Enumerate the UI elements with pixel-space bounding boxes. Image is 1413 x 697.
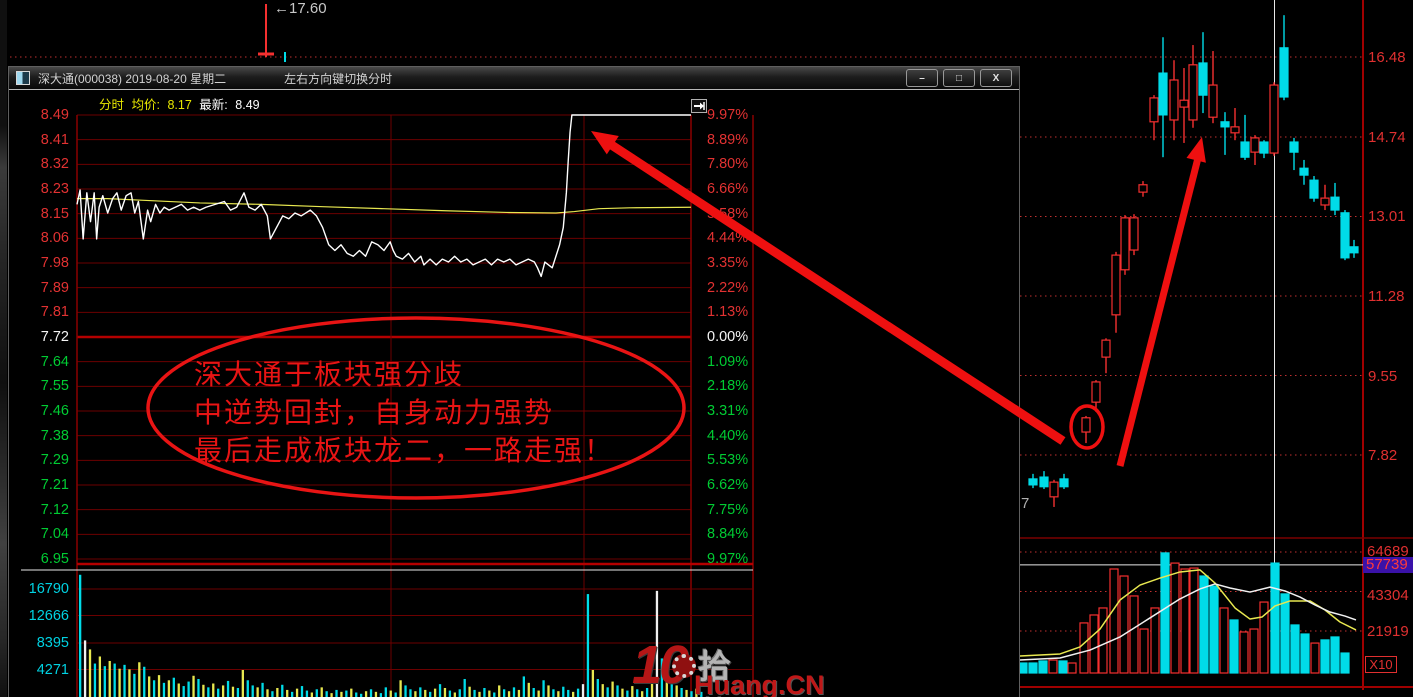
intraday-percent-axis-label: 8.89% (707, 131, 749, 148)
intraday-price-axis-label: 7.38 (40, 427, 69, 444)
intraday-price-axis-label: 7.98 (40, 255, 69, 271)
left-arrow-icon: ← (274, 0, 289, 17)
popup-titlebar[interactable]: 深大通(000038) 2019-08-20 星期二 左右方向键切换分时 – □… (9, 67, 1019, 89)
last-price-value: 8.49 (235, 98, 260, 112)
daily-volume-label-4: 21919 (1367, 623, 1409, 640)
daily-price-axis-label: 14.74 (1368, 128, 1406, 146)
intraday-percent-axis-label: 5.58% (707, 205, 749, 222)
intraday-chart-area[interactable]: 分时 均价: 8.17 最新: 8.49 8.49 8.41 8.32 8.23 8.1… (9, 89, 1019, 697)
intraday-volume-axis-label: 16790 (28, 581, 69, 597)
intraday-price-axis-label: 7.72 (40, 329, 69, 345)
intraday-percent-axis-label: 6.62% (707, 477, 749, 493)
avg-price-label: 均价: (131, 98, 160, 112)
window-title: 深大通(000038) 2019-08-20 星期二 (38, 71, 227, 86)
intraday-price-axis-label: 7.21 (40, 477, 69, 493)
intraday-percent-axis-label: 1.13% (707, 304, 749, 321)
close-button[interactable]: X (980, 69, 1012, 87)
volume-multiplier-badge: X10 (1365, 656, 1397, 673)
intraday-popup-window: 深大通(000038) 2019-08-20 星期二 左右方向键切换分时 – □… (8, 66, 1020, 697)
intraday-price-axis-label: 7.64 (40, 353, 69, 370)
intraday-volume-axis-label: 4271 (36, 661, 69, 678)
intraday-price-axis-label: 6.95 (40, 551, 69, 567)
intraday-price-axis-label: 7.29 (40, 452, 69, 469)
daily-volume-label-3: 43304 (1367, 587, 1409, 604)
intraday-price-axis-label: 8.15 (40, 205, 69, 222)
annotation-line: 深大通于板块强分歧 (194, 359, 465, 390)
peak-price-label: ←17.60 (274, 0, 327, 17)
intraday-price-axis-label: 8.23 (40, 181, 69, 197)
intraday-percent-axis-label: 2.18% (707, 378, 749, 395)
annotation-line: 最后走成板块龙二，一路走强！ (194, 435, 615, 466)
intraday-volume-axis-label: 12666 (28, 607, 69, 624)
avg-price-value: 8.17 (167, 98, 192, 112)
window-icon (16, 71, 30, 85)
annotation-line: 中逆势回封，自身动力强势 (194, 397, 555, 428)
intraday-percent-axis-label: 0.00% (707, 329, 749, 345)
intraday-percent-axis-label: 3.31% (707, 403, 749, 419)
daily-volume-label-1: 64689 (1367, 543, 1409, 560)
intraday-price-axis-label: 7.81 (40, 304, 69, 321)
intraday-price-axis-label: 8.49 (40, 107, 69, 123)
intraday-percent-axis-label: 3.35% (707, 255, 749, 271)
intraday-percent-axis-label: 9.97% (707, 551, 749, 567)
background-window-edge (0, 0, 7, 697)
intraday-percent-axis-label: 5.53% (707, 452, 749, 469)
intraday-price-axis-label: 8.41 (40, 131, 69, 148)
intraday-header: 分时 均价: 8.17 最新: 8.49 (99, 94, 264, 113)
peak-price-value: 17.60 (289, 0, 327, 17)
daily-price-axis-label: 11.28 (1368, 287, 1405, 305)
intraday-price-axis-label: 7.04 (40, 526, 69, 543)
window-hint: 左右方向键切换分时 (284, 71, 393, 86)
intraday-price-axis-label: 8.06 (40, 230, 69, 247)
minimize-button[interactable]: – (906, 69, 938, 87)
mode-label: 分时 (99, 98, 125, 112)
daily-price-axis-label: 7.82 (1368, 447, 1398, 464)
daily-price-axis-label: 9.55 (1368, 367, 1398, 385)
intraday-percent-axis-label: 4.40% (707, 427, 749, 444)
annotation-text: 深大通于板块强分歧 中逆势回封，自身动力强势 最后走成板块龙二，一路走强！ (194, 356, 614, 470)
intraday-percent-axis-label: 1.09% (707, 353, 749, 370)
intraday-percent-axis-label: 9.97% (707, 107, 749, 123)
daily-price-axis-label: 16.48 (1368, 49, 1406, 66)
intraday-price-axis-label: 7.89 (40, 279, 69, 296)
intraday-percent-axis-label: 6.66% (707, 181, 749, 197)
intraday-volume-axis-label: 8395 (36, 635, 69, 651)
intraday-price-axis-label: 8.32 (40, 156, 69, 173)
intraday-price-axis-label: 7.46 (40, 403, 69, 419)
intraday-price-axis-label: 7.12 (40, 501, 69, 518)
intraday-percent-axis-label: 2.22% (707, 279, 749, 296)
daily-price-axis-label: 13.01 (1368, 208, 1406, 226)
intraday-percent-axis-label: 7.75% (707, 501, 749, 518)
intraday-price-axis-label: 7.55 (40, 378, 69, 395)
intraday-percent-axis-label: 8.84% (707, 526, 749, 543)
jump-to-end-icon[interactable] (691, 99, 707, 113)
intraday-percent-axis-label: 4.44% (707, 230, 749, 247)
daily-volume-highlight-label: 57739 (1363, 557, 1413, 573)
partial-axis-label: 7 (1021, 495, 1030, 512)
maximize-button[interactable]: □ (943, 69, 975, 87)
intraday-percent-axis-label: 7.80% (707, 156, 749, 173)
last-price-label: 最新: (199, 98, 228, 112)
